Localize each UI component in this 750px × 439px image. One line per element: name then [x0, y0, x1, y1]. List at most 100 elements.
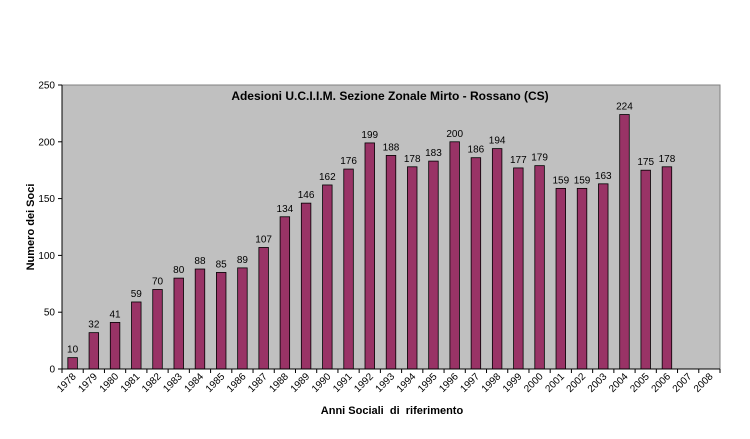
x-axis-group: 1978197919801981198219831984198519861987… — [55, 368, 721, 395]
x-tick-label: 2005 — [628, 371, 652, 395]
x-tick-label: 1987 — [246, 371, 270, 395]
data-label: 200 — [446, 129, 463, 140]
x-tick-label: 1998 — [480, 371, 504, 395]
data-labels-group: 10 32 41 59 70 80 88 85 89 107 134 146 162 176 199 188 1… — [67, 102, 676, 356]
data-label: 183 — [425, 148, 442, 159]
x-tick-label: 1984 — [183, 371, 207, 395]
y-tick-label: 50 — [44, 308, 56, 319]
data-label: 89 — [237, 255, 249, 266]
data-label: 32 — [88, 320, 100, 331]
data-label: 146 — [298, 190, 315, 201]
y-tick-label: 250 — [38, 81, 55, 92]
bar — [407, 166, 418, 370]
bar — [279, 216, 291, 370]
x-tick-label: 1985 — [204, 371, 228, 395]
x-axis-title: Anni Sociali di riferimento — [321, 405, 464, 417]
data-label: 224 — [616, 102, 633, 113]
x-tick-label: 1997 — [459, 371, 483, 395]
data-label: 177 — [510, 155, 527, 166]
bar — [640, 169, 651, 370]
bar — [109, 322, 121, 370]
x-tick-label: 1990 — [310, 371, 334, 395]
bar — [491, 148, 503, 370]
data-label: 194 — [489, 136, 506, 147]
y-tick-label: 200 — [38, 137, 55, 148]
data-label: 175 — [637, 157, 654, 168]
y-tick-label: 0 — [49, 365, 55, 376]
x-tick-label: 1999 — [501, 371, 525, 395]
bar — [300, 202, 312, 370]
data-label: 10 — [67, 345, 79, 356]
bar — [194, 268, 206, 370]
bar — [131, 301, 142, 370]
y-axis-group: 0 50 100 150 200 250 — [38, 81, 63, 376]
bar — [322, 184, 333, 370]
bar — [661, 166, 673, 370]
bar — [470, 157, 482, 370]
x-tick-label: 2001 — [543, 371, 567, 395]
data-label: 186 — [468, 145, 485, 156]
data-label: 85 — [216, 259, 228, 270]
bars-group — [67, 114, 673, 370]
data-label: 80 — [173, 265, 185, 276]
data-label: 163 — [595, 171, 612, 182]
data-label: 41 — [110, 309, 122, 320]
data-label: 134 — [277, 204, 294, 215]
x-tick-label: 2003 — [586, 371, 610, 395]
data-label: 178 — [659, 154, 676, 165]
y-tick-label: 150 — [38, 194, 55, 205]
x-tick-label: 1994 — [395, 371, 419, 395]
x-tick-label: 1992 — [352, 371, 376, 395]
x-tick-label: 1981 — [119, 371, 143, 395]
data-label: 179 — [531, 153, 548, 164]
bar — [513, 167, 524, 370]
x-tick-label: 2007 — [671, 371, 695, 395]
bar — [449, 141, 460, 370]
data-label: 59 — [131, 289, 143, 300]
x-tick-label: 1978 — [55, 371, 79, 395]
x-tick-label: 2002 — [565, 371, 589, 395]
data-label: 70 — [152, 276, 164, 287]
bar — [555, 187, 566, 370]
data-label: 178 — [404, 154, 421, 165]
bar — [258, 247, 269, 370]
bar — [216, 272, 227, 370]
bar — [237, 267, 248, 370]
x-tick-label: 1982 — [140, 371, 164, 395]
bar — [173, 277, 184, 370]
x-tick-label: 2004 — [607, 371, 631, 395]
x-tick-label: 1996 — [437, 371, 461, 395]
bar — [534, 165, 545, 370]
x-tick-label: 1980 — [98, 371, 122, 395]
x-tick-label: 1991 — [331, 371, 355, 395]
x-tick-label: 1993 — [374, 371, 398, 395]
data-label: 88 — [194, 256, 206, 267]
bar — [385, 155, 397, 370]
x-tick-label: 2008 — [692, 371, 716, 395]
data-label: 176 — [340, 156, 357, 167]
chart-title: Adesioni U.C.I.I.M. Sezione Zonale Mirto… — [231, 89, 548, 103]
bar — [88, 332, 100, 370]
data-label: 159 — [574, 175, 591, 186]
x-tick-label: 2000 — [522, 371, 546, 395]
bar — [598, 183, 609, 370]
data-label: 162 — [319, 172, 336, 183]
y-axis-title: Numero dei Soci — [25, 184, 37, 271]
x-tick-label: 2006 — [650, 371, 674, 395]
bar — [576, 187, 588, 370]
x-tick-label: 1986 — [225, 371, 249, 395]
data-label: 159 — [552, 175, 569, 186]
data-label: 188 — [383, 142, 400, 153]
bar — [619, 114, 630, 370]
x-tick-label: 1988 — [267, 371, 291, 395]
data-label: 199 — [361, 130, 378, 141]
data-label: 107 — [255, 234, 272, 245]
x-tick-label: 1979 — [76, 371, 100, 395]
x-tick-label: 1983 — [161, 371, 185, 395]
bar — [343, 168, 354, 370]
x-tick-label: 1995 — [416, 371, 440, 395]
bar — [152, 289, 163, 370]
bar — [364, 142, 375, 370]
bar — [67, 357, 78, 370]
